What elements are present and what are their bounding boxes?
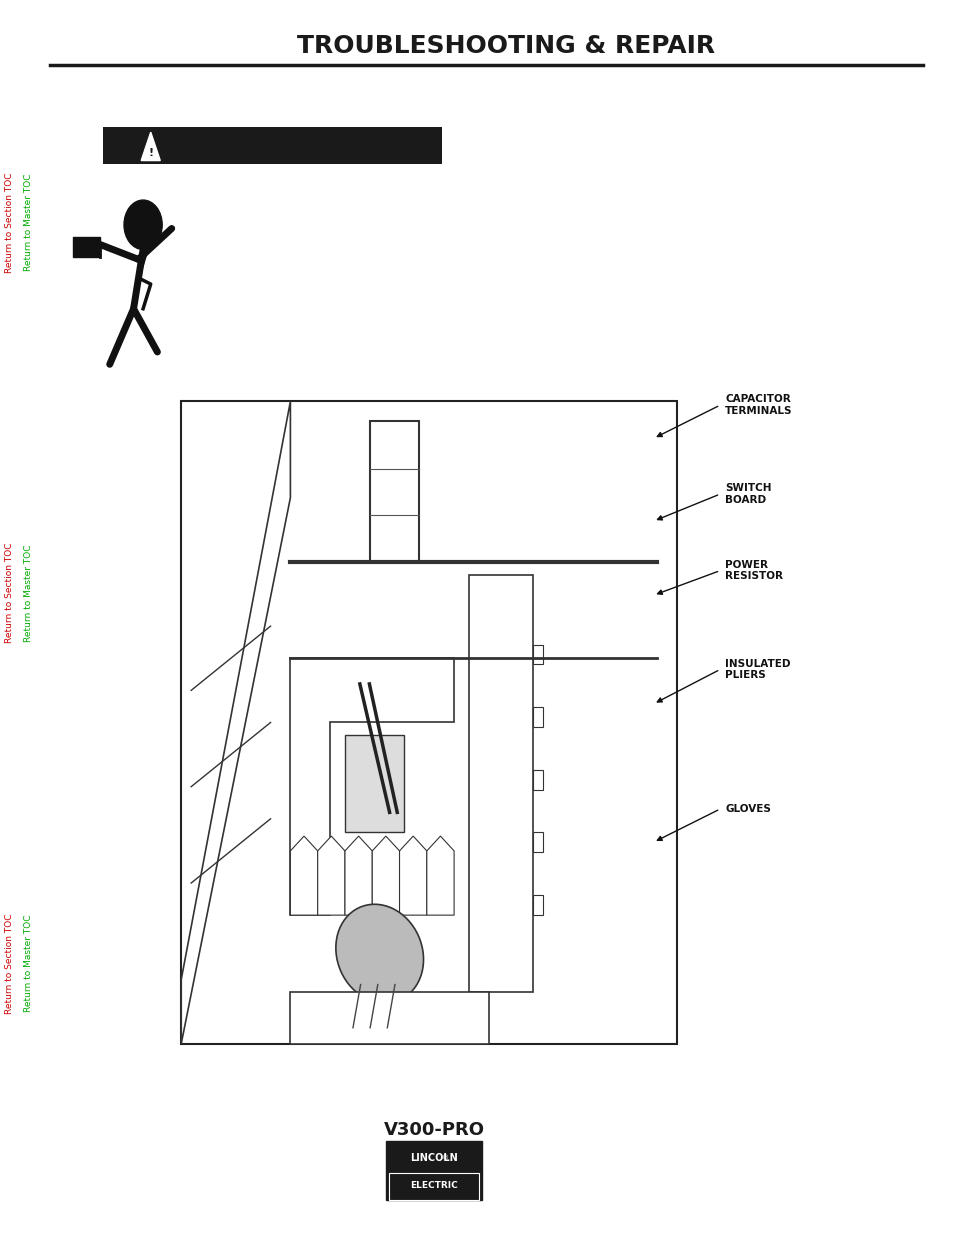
Text: Return to Master TOC: Return to Master TOC [24,545,33,641]
Text: LINCOLN: LINCOLN [410,1153,457,1163]
Text: ELECTRIC: ELECTRIC [410,1181,457,1191]
Text: Return to Section TOC: Return to Section TOC [5,172,13,273]
Text: CAPACITOR
TERMINALS: CAPACITOR TERMINALS [724,394,792,416]
Text: GLOVES: GLOVES [724,804,770,814]
Text: POWER
RESISTOR: POWER RESISTOR [724,559,782,582]
Text: V300-PRO: V300-PRO [383,1121,484,1139]
Text: !: ! [148,148,153,158]
Text: ®: ® [441,1156,448,1161]
Text: TROUBLESHOOTING & REPAIR: TROUBLESHOOTING & REPAIR [296,33,714,58]
Text: Return to Section TOC: Return to Section TOC [5,913,13,1014]
Text: SWITCH
BOARD: SWITCH BOARD [724,483,771,505]
Text: Return to Master TOC: Return to Master TOC [24,915,33,1011]
Text: Return to Section TOC: Return to Section TOC [5,542,13,643]
Text: Return to Master TOC: Return to Master TOC [24,174,33,270]
Text: INSULATED
PLIERS: INSULATED PLIERS [724,658,790,680]
